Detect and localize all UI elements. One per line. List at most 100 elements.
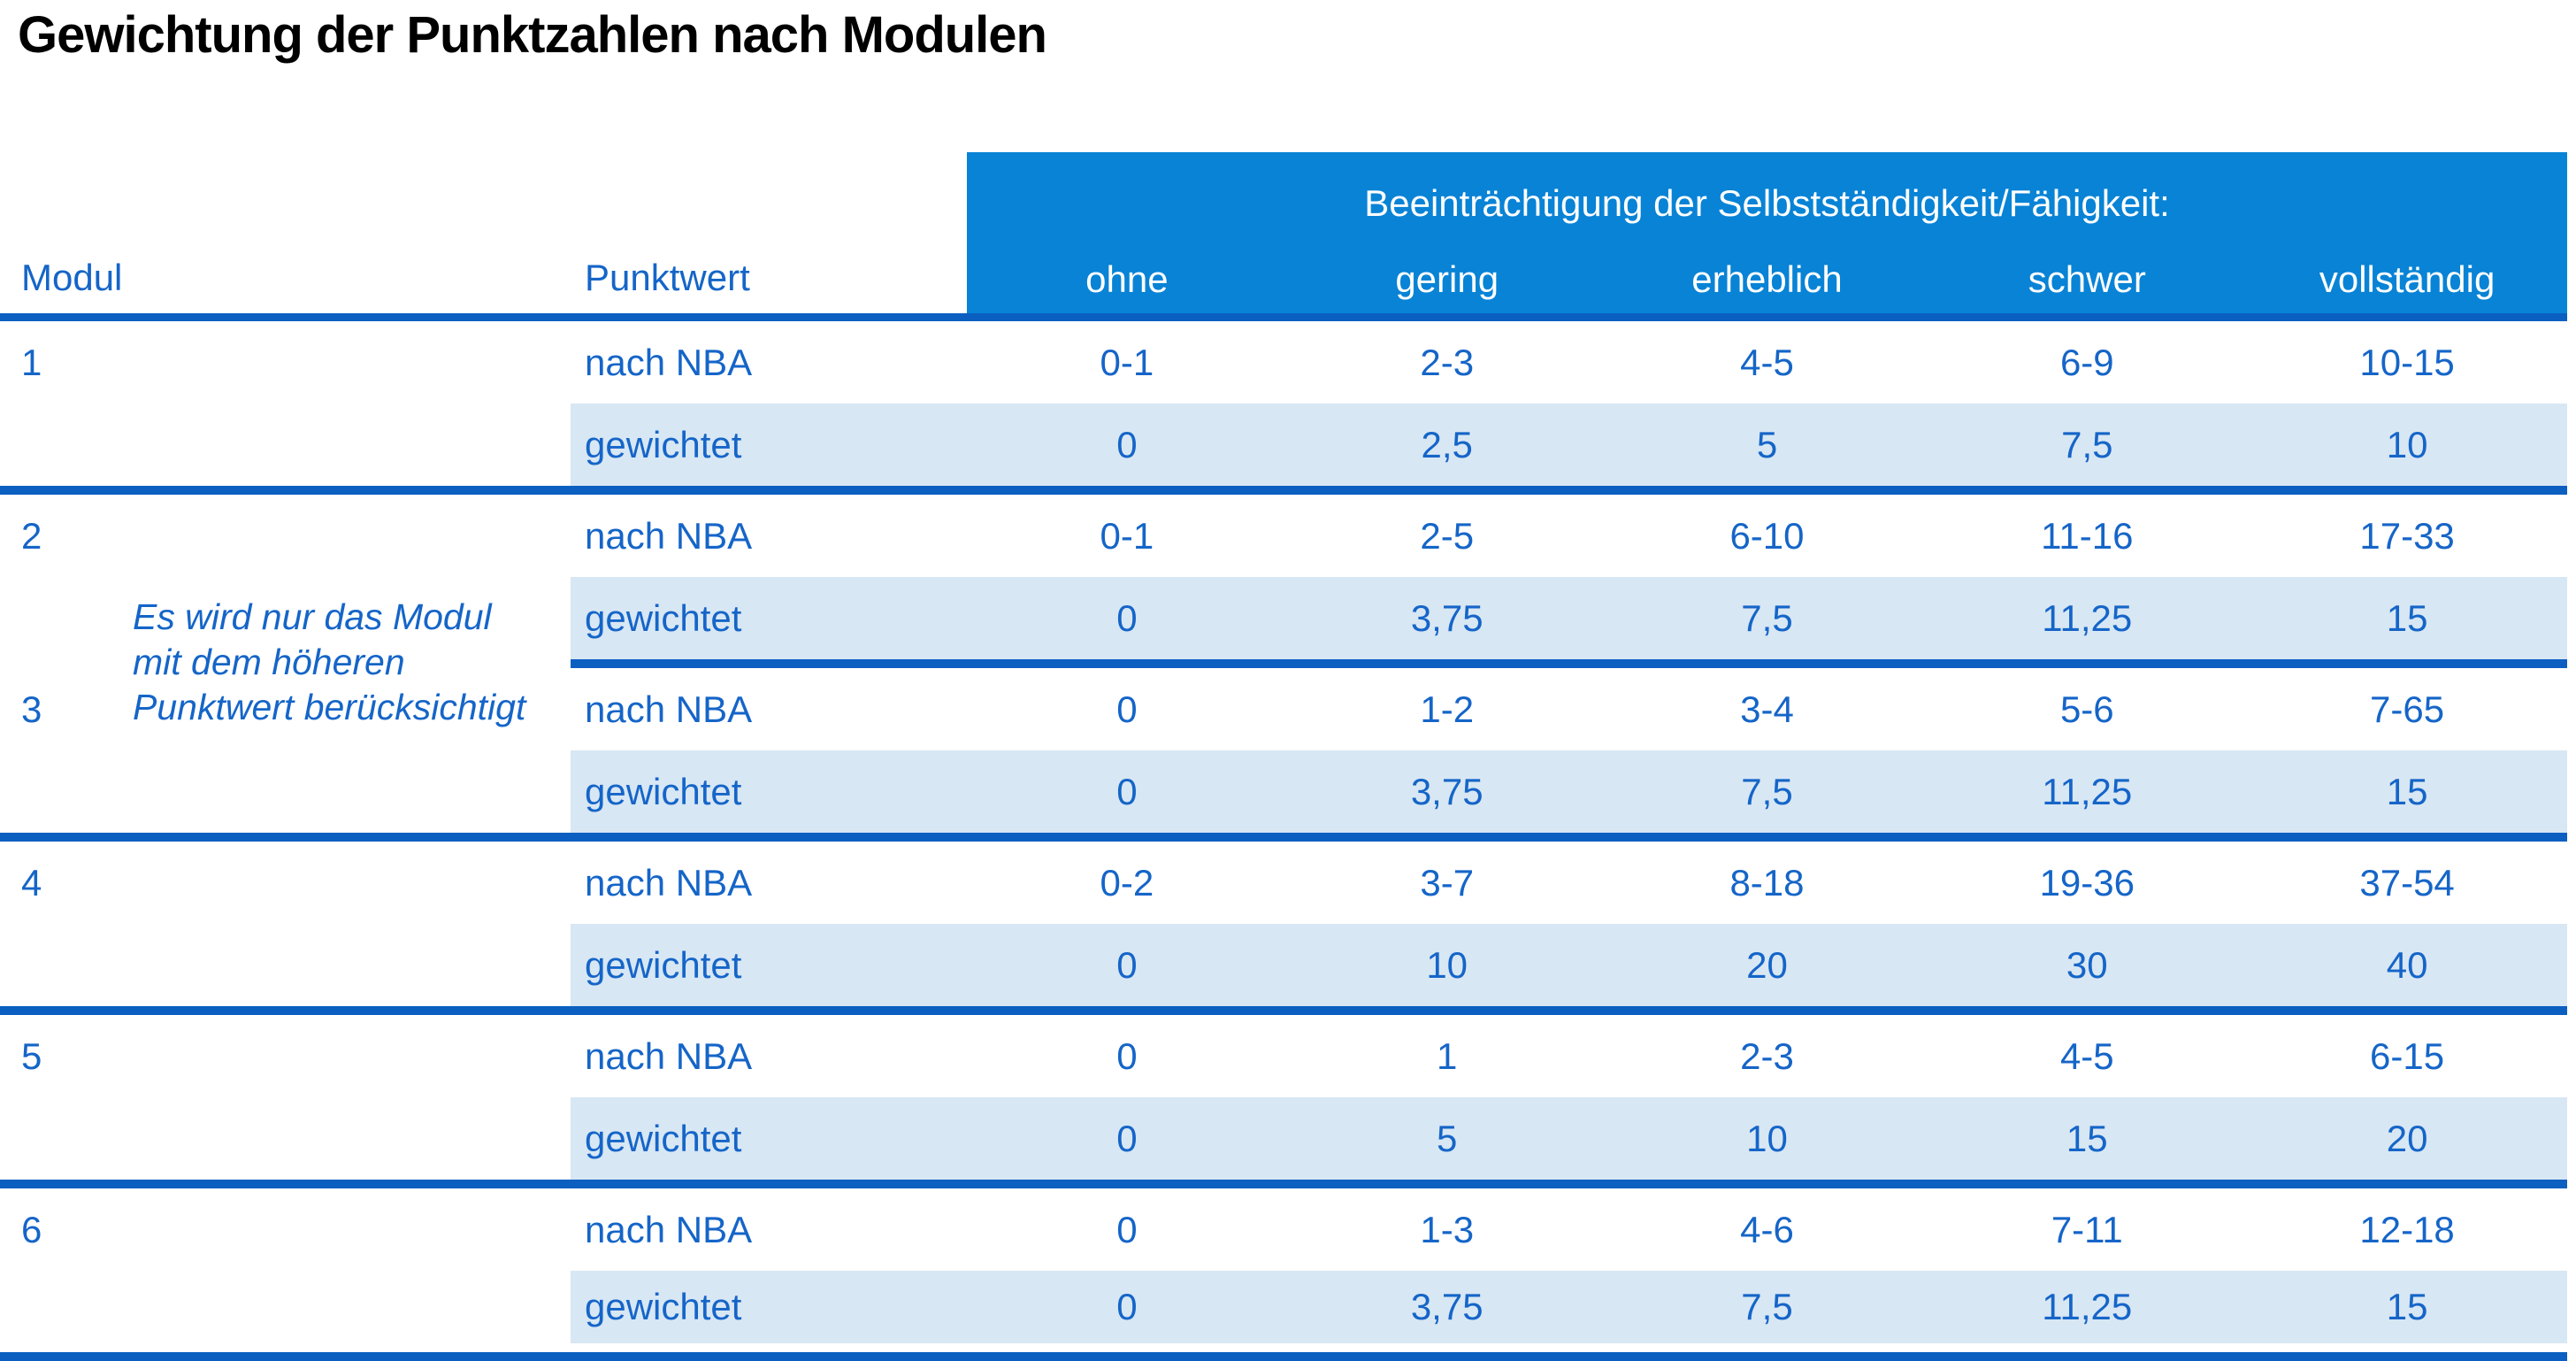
value-cell: 0 bbox=[967, 404, 1287, 486]
table-row-module1-nba: 1 nach NBA 0-1 2-3 4-5 6-9 10-15 bbox=[0, 321, 2567, 404]
row-label-nach-nba: nach NBA bbox=[585, 514, 753, 557]
value-cell: 2-3 bbox=[1420, 341, 1475, 383]
row-label-nach-nba: nach NBA bbox=[585, 1208, 753, 1250]
value-cell: 30 bbox=[1927, 924, 2248, 1006]
value-cell: 7,5 bbox=[1927, 404, 2248, 486]
row-label-gewichtet: gewichtet bbox=[571, 924, 967, 1006]
value-cell: 3-4 bbox=[1740, 688, 1794, 730]
module-number-empty bbox=[0, 404, 571, 486]
module-number-empty bbox=[0, 750, 571, 833]
value-cell: 3,75 bbox=[1286, 750, 1607, 833]
value-cell: 10 bbox=[1286, 924, 1607, 1006]
value-cell: 1-3 bbox=[1420, 1208, 1475, 1250]
value-cell: 0-1 bbox=[1100, 341, 1154, 383]
bottom-gap bbox=[0, 1343, 2567, 1352]
value-cell: 10 bbox=[1606, 1097, 1928, 1180]
group-divider-line bbox=[0, 833, 2567, 842]
table-row-module3-nba: 3 nach NBA 0 1-2 3-4 5-6 7-65 bbox=[0, 668, 2567, 750]
row-label-gewichtet: gewichtet bbox=[571, 750, 967, 833]
column-header-erheblich: erheblich bbox=[1691, 258, 1843, 300]
module-number-empty bbox=[0, 924, 571, 1006]
weighting-table: Modul Punktwert Beeinträchtigung der Sel… bbox=[0, 152, 2567, 1361]
module-number-empty bbox=[0, 1097, 571, 1180]
value-cell: 4-6 bbox=[1740, 1208, 1794, 1250]
module-2-3-note: Es wird nur das Modul mit dem höheren Pu… bbox=[133, 595, 525, 730]
value-cell: 3,75 bbox=[1286, 577, 1607, 659]
note-line: Punktwert berücksichtigt bbox=[133, 687, 526, 727]
value-cell: 4-5 bbox=[2059, 1034, 2114, 1077]
module-number: 6 bbox=[21, 1208, 42, 1250]
value-cell: 37-54 bbox=[2359, 861, 2455, 903]
table-bottom-line bbox=[0, 1352, 2567, 1361]
value-cell: 20 bbox=[1606, 924, 1928, 1006]
group-divider-line bbox=[0, 1180, 2567, 1188]
table-row-module6-nba: 6 nach NBA 0 1-3 4-6 7-11 12-18 bbox=[0, 1188, 2567, 1271]
column-header-modul: Modul bbox=[21, 257, 123, 298]
value-cell: 6-10 bbox=[1729, 514, 1805, 557]
table-row-module4-weighted: gewichtet 0 10 20 30 40 bbox=[0, 924, 2567, 1006]
value-cell: 10 bbox=[2247, 404, 2567, 486]
value-cell: 17-33 bbox=[2359, 514, 2455, 557]
value-cell: 6-15 bbox=[2370, 1034, 2445, 1077]
value-cell: 7,5 bbox=[1606, 577, 1928, 659]
value-cell: 8-18 bbox=[1729, 861, 1805, 903]
row-label-gewichtet: gewichtet bbox=[571, 1271, 967, 1343]
column-header-gering: gering bbox=[1395, 258, 1499, 300]
column-header-vollstaendig: vollständig bbox=[2319, 258, 2496, 300]
row-label-nach-nba: nach NBA bbox=[585, 861, 753, 903]
group-divider-line bbox=[0, 486, 2567, 495]
value-cell: 0-1 bbox=[1100, 514, 1154, 557]
value-cell: 0 bbox=[967, 1271, 1287, 1343]
value-cell: 3,75 bbox=[1286, 1271, 1607, 1343]
impairment-header-label: Beeinträchtigung der Selbstständigkeit/F… bbox=[1364, 182, 2170, 224]
table-row-module4-nba: 4 nach NBA 0-2 3-7 8-18 19-36 37-54 bbox=[0, 842, 2567, 924]
value-cell: 5 bbox=[1606, 404, 1928, 486]
value-cell: 0 bbox=[967, 577, 1287, 659]
row-label-gewichtet: gewichtet bbox=[571, 1097, 967, 1180]
row-label-gewichtet: gewichtet bbox=[571, 404, 967, 486]
value-cell: 11-16 bbox=[2041, 514, 2134, 557]
value-cell: 0 bbox=[1116, 1208, 1138, 1250]
table-row-module5-nba: 5 nach NBA 0 1 2-3 4-5 6-15 bbox=[0, 1015, 2567, 1097]
value-cell: 11,25 bbox=[1927, 1271, 2248, 1343]
note-line: Es wird nur das Modul bbox=[133, 596, 492, 637]
value-cell: 5-6 bbox=[2059, 688, 2114, 730]
value-cell: 2-3 bbox=[1740, 1034, 1794, 1077]
value-cell: 40 bbox=[2247, 924, 2567, 1006]
module-number: 4 bbox=[21, 861, 42, 903]
column-header-punktwert: Punktwert bbox=[585, 257, 750, 298]
value-cell: 15 bbox=[2247, 1271, 2567, 1343]
value-cell: 7,5 bbox=[1606, 750, 1928, 833]
value-cell: 2,5 bbox=[1286, 404, 1607, 486]
value-cell: 0 bbox=[967, 750, 1287, 833]
module-number: 3 bbox=[21, 688, 42, 730]
value-cell: 6-9 bbox=[2059, 341, 2114, 383]
value-cell: 12-18 bbox=[2359, 1208, 2455, 1250]
header-divider-line bbox=[0, 313, 2567, 321]
value-cell: 5 bbox=[1286, 1097, 1607, 1180]
row-label-nach-nba: nach NBA bbox=[585, 1034, 753, 1077]
value-cell: 4-5 bbox=[1740, 341, 1794, 383]
table-row-module5-weighted: gewichtet 0 5 10 15 20 bbox=[0, 1097, 2567, 1180]
table-row-module1-weighted: gewichtet 0 2,5 5 7,5 10 bbox=[0, 404, 2567, 486]
impairment-header-box: Beeinträchtigung der Selbstständigkeit/F… bbox=[967, 152, 2567, 313]
table-row-module2-weighted: gewichtet 0 3,75 7,5 11,25 15 bbox=[0, 577, 2567, 659]
value-cell: 0 bbox=[967, 1097, 1287, 1180]
table-row-module2-nba: 2 nach NBA 0-1 2-5 6-10 11-16 17-33 bbox=[0, 495, 2567, 577]
value-cell: 15 bbox=[2247, 750, 2567, 833]
value-cell: 10-15 bbox=[2359, 341, 2455, 383]
value-cell: 11,25 bbox=[1927, 750, 2248, 833]
value-cell: 3-7 bbox=[1420, 861, 1475, 903]
row-label-nach-nba: nach NBA bbox=[585, 688, 753, 730]
value-cell: 0 bbox=[1116, 688, 1138, 730]
column-header-ohne: ohne bbox=[1085, 258, 1169, 300]
row-label-nach-nba: nach NBA bbox=[585, 341, 753, 383]
table-header-band: Modul Punktwert Beeinträchtigung der Sel… bbox=[0, 152, 2567, 313]
value-cell: 1 bbox=[1437, 1034, 1458, 1077]
value-cell: 0-2 bbox=[1100, 861, 1154, 903]
page-title: Gewichtung der Punktzahlen nach Modulen bbox=[18, 6, 1047, 64]
value-cell: 15 bbox=[1927, 1097, 2248, 1180]
group-divider-line bbox=[0, 1006, 2567, 1015]
value-cell: 11,25 bbox=[1927, 577, 2248, 659]
